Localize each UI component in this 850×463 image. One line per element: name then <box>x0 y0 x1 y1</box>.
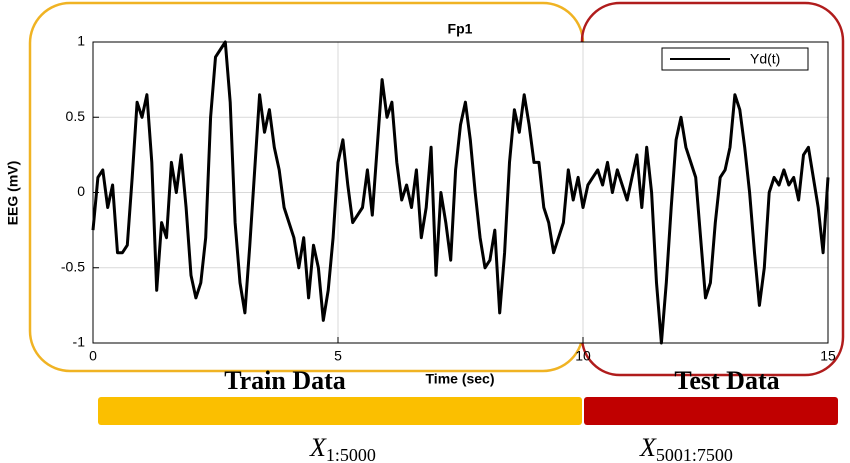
train-label: Train Data <box>224 366 346 395</box>
train-bar <box>98 397 582 425</box>
test-label: Test Data <box>674 366 779 395</box>
range-symbol: X <box>309 433 327 462</box>
range-subscript: 5001:7500 <box>656 445 733 463</box>
y-tick-label: -0.5 <box>61 258 85 274</box>
test-bar <box>584 397 838 425</box>
x-tick-label: 10 <box>575 348 591 364</box>
range-symbol: X <box>639 433 657 462</box>
y-tick-label: 0 <box>77 183 85 199</box>
y-axis-label: EEG (mV) <box>5 161 21 226</box>
legend-label: Yd(t) <box>750 51 780 67</box>
y-tick-label: 1 <box>77 33 85 49</box>
x-tick-label: 0 <box>89 348 97 364</box>
test-range: X5001:7500 <box>639 433 733 463</box>
y-tick-label: -1 <box>73 334 86 350</box>
chart-title: Fp1 <box>448 21 473 37</box>
x-tick-label: 15 <box>820 348 836 364</box>
data-line <box>91 40 830 345</box>
x-tick-label: 5 <box>334 348 342 364</box>
x-axis-label: Time (sec) <box>426 371 495 387</box>
range-subscript: 1:5000 <box>326 445 376 463</box>
y-tick-label: 0.5 <box>66 108 86 124</box>
legend-box <box>661 47 809 71</box>
plot-area: 0 5 10 15 -1 -0.5 0 0.5 1 Yd(t) <box>61 33 836 364</box>
train-range: X1:5000 <box>309 433 376 463</box>
